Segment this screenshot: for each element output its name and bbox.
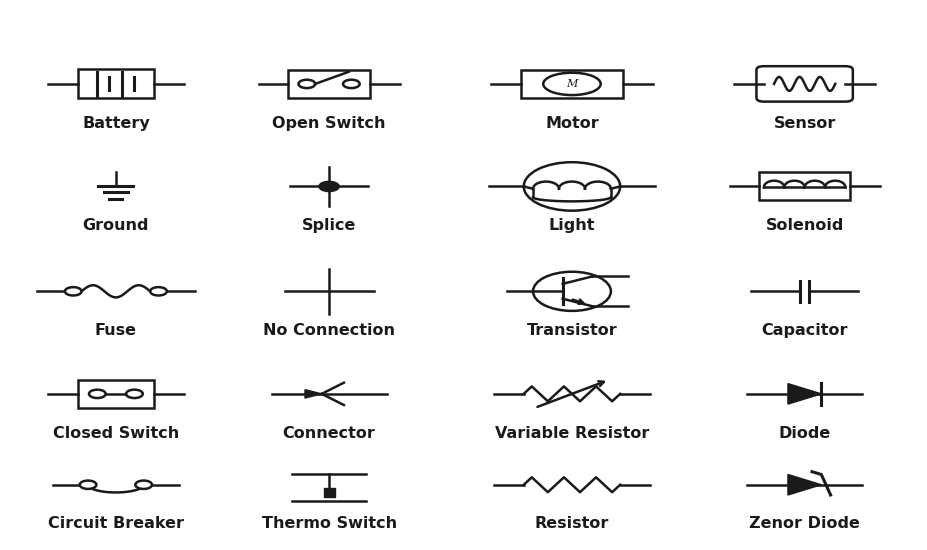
Circle shape <box>89 389 106 398</box>
Circle shape <box>65 287 82 295</box>
Bar <box>521 70 623 98</box>
Circle shape <box>80 481 96 489</box>
Text: Capacitor: Capacitor <box>761 323 848 338</box>
Text: Variable Resistor: Variable Resistor <box>495 426 649 441</box>
Text: Open Switch: Open Switch <box>273 116 386 130</box>
Text: Diode: Diode <box>779 426 831 441</box>
Polygon shape <box>788 383 821 404</box>
Circle shape <box>126 389 143 398</box>
Text: Motor: Motor <box>545 116 599 130</box>
Text: Fuse: Fuse <box>95 323 137 338</box>
Circle shape <box>319 182 339 191</box>
Text: Splice: Splice <box>302 218 356 233</box>
Bar <box>759 173 850 200</box>
Bar <box>78 69 154 98</box>
Text: Connector: Connector <box>283 426 375 441</box>
Text: Resistor: Resistor <box>535 516 609 531</box>
Text: Solenoid: Solenoid <box>766 218 844 233</box>
Circle shape <box>135 481 152 489</box>
Text: Battery: Battery <box>82 116 150 130</box>
Circle shape <box>150 287 167 295</box>
Text: Transistor: Transistor <box>527 323 617 338</box>
Text: Zenor Diode: Zenor Diode <box>749 516 860 531</box>
Text: Light: Light <box>549 218 595 233</box>
Text: M: M <box>566 79 578 89</box>
Bar <box>78 380 154 408</box>
Polygon shape <box>788 475 821 495</box>
Text: Closed Switch: Closed Switch <box>53 426 179 441</box>
Text: No Connection: No Connection <box>263 323 395 338</box>
Polygon shape <box>305 389 322 398</box>
Text: Sensor: Sensor <box>773 116 836 130</box>
Bar <box>288 70 370 98</box>
Bar <box>324 488 335 497</box>
Text: Thermo Switch: Thermo Switch <box>261 516 397 531</box>
Text: Circuit Breaker: Circuit Breaker <box>48 516 184 531</box>
Text: Ground: Ground <box>83 218 149 233</box>
